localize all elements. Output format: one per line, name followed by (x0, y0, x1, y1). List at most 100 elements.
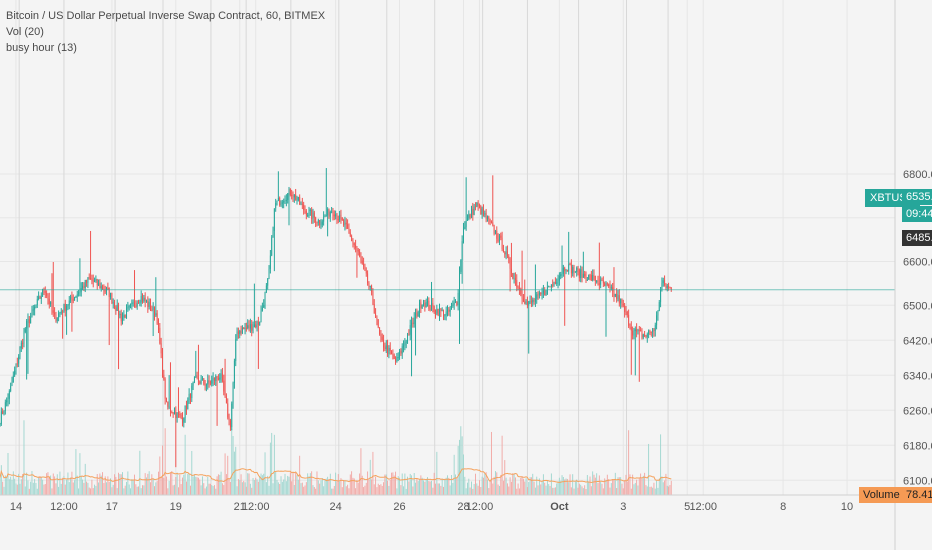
candle-body (205, 384, 207, 386)
volume-bar (601, 483, 603, 495)
volume-bar (420, 475, 422, 495)
candle-body (349, 232, 351, 237)
candle-body (580, 269, 582, 279)
candle-body (158, 323, 159, 328)
candle-body (467, 218, 468, 221)
candle-body (271, 237, 273, 256)
volume-bar (654, 488, 656, 495)
candle-body (115, 307, 117, 311)
candle-body (324, 216, 326, 218)
candle-body (461, 241, 463, 261)
legend-title[interactable]: Bitcoin / US Dollar Perpetual Inverse Sw… (6, 10, 326, 22)
volume-bar (365, 482, 367, 495)
volume-bar (472, 488, 474, 495)
volume-bar (460, 426, 462, 495)
volume-bar (496, 472, 498, 495)
volume-bar (486, 479, 488, 495)
volume-bar (359, 473, 361, 495)
volume-bar (614, 472, 616, 495)
candle-body (95, 279, 97, 281)
candle-body (524, 301, 526, 304)
candle-body (38, 296, 40, 300)
volume-bar (160, 476, 162, 495)
candle-body (52, 310, 54, 313)
candle-body (327, 209, 329, 216)
candle-body (444, 314, 446, 317)
candle-body (3, 410, 5, 414)
volume-bar (461, 436, 463, 495)
candle-body (478, 205, 480, 207)
volume-bar (618, 477, 620, 495)
volume-bar (546, 480, 548, 495)
candle-body (27, 319, 29, 321)
candle-body (588, 274, 590, 280)
volume-bar (38, 477, 40, 495)
candle-body (514, 277, 516, 281)
volume-bar (540, 484, 542, 495)
volume-bar (26, 472, 28, 495)
volume-bar (324, 479, 326, 495)
volume-bar (124, 485, 126, 495)
candle-body (653, 329, 655, 331)
volume-bar (185, 481, 187, 495)
candle-body (616, 293, 618, 300)
volume-bar (171, 471, 173, 495)
candle-body (597, 280, 599, 284)
candle-body (204, 383, 206, 386)
volume-bar (380, 484, 382, 495)
volume-bar (27, 480, 29, 495)
candle-body (510, 268, 512, 274)
volume-bar (74, 480, 76, 495)
candle-body (400, 350, 402, 354)
candle-body (118, 304, 120, 316)
candle-body (630, 327, 632, 331)
candle-body (280, 203, 282, 206)
volume-bar (441, 478, 443, 495)
volume-bar (188, 474, 190, 495)
candle-body (232, 383, 234, 404)
candle-body (407, 334, 409, 342)
volume-bar (189, 485, 191, 495)
volume-bar (509, 477, 511, 495)
candle-body (401, 346, 403, 354)
volume-bar (492, 483, 494, 495)
volume-bar (351, 471, 353, 495)
volume-bar (608, 479, 610, 495)
candle-body (265, 285, 267, 293)
volume-bar (604, 478, 606, 495)
candle-body (443, 309, 444, 317)
candle-body (191, 385, 193, 399)
candle-body (30, 316, 32, 324)
candle-body (596, 280, 598, 282)
legend-busy-hour[interactable]: busy hour (13) (6, 42, 77, 54)
candle-body (518, 287, 520, 290)
candle-body (154, 306, 155, 316)
candle-body (122, 317, 123, 322)
legend-volume[interactable]: Vol (20) (6, 26, 44, 38)
volume-bar (231, 428, 233, 495)
volume-bar (280, 476, 282, 495)
volume-bar (315, 488, 317, 495)
candle-body (522, 298, 524, 302)
volume-bar (142, 485, 143, 495)
candle-body (367, 273, 369, 283)
volume-bar (235, 446, 237, 495)
x-tick-label: 3 (620, 501, 626, 513)
candle-body (412, 322, 414, 325)
volume-bar (356, 479, 358, 495)
volume-bar (343, 479, 345, 495)
volume-bar (167, 488, 169, 495)
candle-body (379, 327, 381, 334)
candle-body (468, 214, 470, 219)
volume-bar (396, 488, 398, 495)
volume-bar (240, 474, 242, 495)
volume-bar (131, 479, 133, 495)
candle-body (197, 377, 199, 382)
volume-bar (293, 484, 295, 495)
candle-body (484, 213, 486, 215)
volume-bar (372, 451, 374, 495)
candle-body (652, 329, 654, 332)
volume-bar (130, 488, 131, 495)
